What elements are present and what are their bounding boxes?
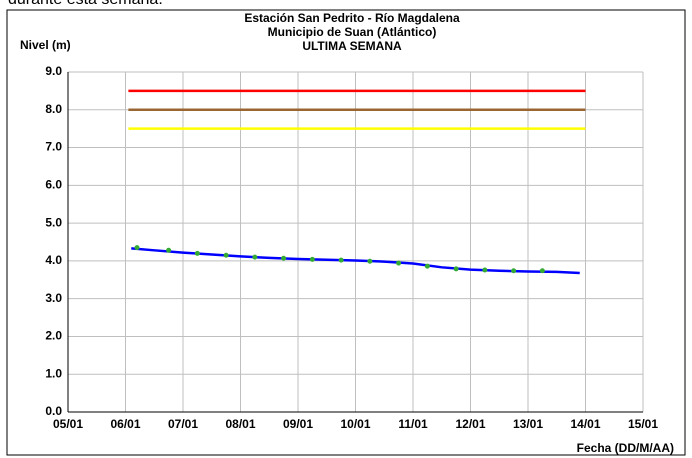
y-tick-label: 4.0 bbox=[45, 253, 62, 267]
data-point bbox=[424, 263, 430, 269]
data-point bbox=[396, 260, 402, 266]
data-point bbox=[223, 252, 229, 258]
y-tick-label: 1.0 bbox=[45, 366, 62, 380]
chart-frame bbox=[6, 9, 686, 456]
data-point bbox=[281, 255, 287, 261]
y-tick-label: 5.0 bbox=[45, 215, 62, 229]
x-tick-label: 15/01 bbox=[628, 417, 658, 431]
data-point bbox=[511, 268, 517, 274]
data-point bbox=[134, 245, 140, 251]
y-tick-label: 0.0 bbox=[45, 404, 62, 418]
y-tick-label: 7.0 bbox=[45, 140, 62, 154]
y-tick-label: 9.0 bbox=[45, 64, 62, 78]
y-tick-label: 3.0 bbox=[45, 291, 62, 305]
x-tick-label: 07/01 bbox=[168, 417, 198, 431]
data-point bbox=[166, 247, 172, 253]
y-axis-label: Nivel (m) bbox=[20, 38, 71, 52]
x-tick-label: 12/01 bbox=[455, 417, 485, 431]
chart-period: ULTIMA SEMANA bbox=[302, 39, 402, 53]
chart-title: Estación San Pedrito - Río Magdalena bbox=[244, 11, 460, 25]
data-point bbox=[482, 267, 488, 273]
data-point bbox=[453, 266, 459, 272]
y-tick-label: 8.0 bbox=[45, 102, 62, 116]
x-tick-label: 11/01 bbox=[398, 417, 428, 431]
x-tick-label: 09/01 bbox=[283, 417, 313, 431]
chart-subtitle: Municipio de Suan (Atlántico) bbox=[268, 25, 437, 39]
data-point bbox=[367, 258, 373, 264]
x-tick-label: 06/01 bbox=[110, 417, 140, 431]
data-point bbox=[194, 250, 200, 256]
x-axis-label: Fecha (DD/M/AA) bbox=[577, 441, 674, 455]
y-tick-label: 6.0 bbox=[45, 178, 62, 192]
x-tick-label: 13/01 bbox=[513, 417, 543, 431]
x-tick-label: 08/01 bbox=[225, 417, 255, 431]
caption-fragment: durante esta semana. bbox=[8, 0, 163, 8]
data-point bbox=[252, 254, 258, 260]
y-tick-label: 2.0 bbox=[45, 329, 62, 343]
data-point bbox=[309, 256, 315, 262]
data-point bbox=[539, 268, 545, 274]
x-tick-label: 14/01 bbox=[570, 417, 600, 431]
x-tick-label: 10/01 bbox=[340, 417, 370, 431]
data-line bbox=[131, 247, 580, 275]
x-tick-label: 05/01 bbox=[53, 417, 83, 431]
data-point bbox=[338, 257, 344, 263]
